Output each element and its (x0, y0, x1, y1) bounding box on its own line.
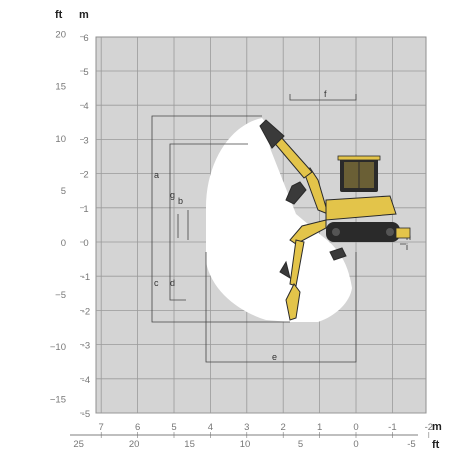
m-left-tick-label: 0 (83, 238, 88, 249)
ft-bottom-ticks: 25 20 15 10 5 0 -5 (73, 439, 415, 450)
digging-envelope (206, 118, 352, 322)
m-bottom-tick-label: 6 (135, 422, 140, 433)
excavator-body (325, 155, 411, 242)
m-left-tick-label: 2 (83, 170, 88, 181)
excavator-arm-lower (279, 219, 347, 321)
m-bottom-ticks: 7 6 5 4 3 2 1 0 -1 -2 (99, 422, 433, 438)
ft-left-tick-label: −10 (50, 342, 66, 353)
m-left-tick-label: 4 (83, 101, 88, 112)
left-axis-unit-m: m (79, 9, 89, 21)
ft-left-tick-label: 15 (55, 82, 66, 93)
left-axis-unit-ft: ft (55, 9, 63, 21)
m-bottom-tick-label: 5 (171, 422, 176, 433)
dim-label-d: d (170, 278, 175, 288)
dim-label-g: g (170, 190, 175, 200)
m-bottom-tick-label: 1 (317, 422, 322, 433)
m-left-tick-label: 6 (83, 33, 88, 44)
ft-left-tick-label: 5 (61, 186, 66, 197)
ft-left-tick-label: 20 (55, 30, 66, 41)
m-left-tick-label: 5 (83, 67, 88, 78)
dimension-lines (151, 94, 406, 363)
ft-bottom-tick-label: 15 (184, 439, 195, 450)
dim-label-a: a (154, 170, 159, 180)
m-left-tick-label: -1 (82, 272, 90, 283)
ft-left-tick-label: −5 (55, 290, 66, 301)
m-left-tick-label: -4 (82, 375, 90, 386)
ft-bottom-tick-label: -5 (407, 439, 415, 450)
m-bottom-tick-label: -1 (388, 422, 396, 433)
m-bottom-tick-label: 0 (353, 422, 358, 433)
dim-label-b: b (178, 196, 183, 206)
m-bottom-tick-label: -2 (425, 422, 433, 433)
excavator-arm-upper (259, 119, 329, 215)
m-bottom-tick-label: 3 (244, 422, 249, 433)
m-bottom-tick-label: 2 (281, 422, 286, 433)
m-left-tick-label: 3 (83, 135, 88, 146)
m-bottom-tick-label: 4 (208, 422, 213, 433)
ft-left-tick-label: 10 (55, 134, 66, 145)
m-left-ticks: 6 5 4 3 2 1 0 -1 -2 -3 -4 -5 (80, 33, 90, 420)
ft-bottom-tick-label: 10 (240, 439, 251, 450)
ft-left-tick-label: 0 (61, 238, 66, 249)
m-bottom-tick-label: 7 (99, 422, 104, 433)
m-left-tick-label: -3 (82, 341, 90, 352)
m-left-tick-label: -2 (82, 306, 90, 317)
dim-label-c: c (154, 278, 159, 288)
dim-label-e: e (272, 352, 277, 362)
ft-bottom-tick-label: 25 (73, 439, 84, 450)
ft-left-ticks: 20 15 10 5 0 −5 −10 −15 (50, 30, 66, 406)
dim-label-i: i (406, 242, 408, 252)
ft-bottom-tick-label: 5 (298, 439, 303, 450)
m-left-tick-label: -5 (82, 409, 90, 420)
m-left-tick-label: 1 (83, 204, 88, 215)
ft-bottom-tick-label: 20 (129, 439, 140, 450)
bottom-axis-unit-m: m (432, 421, 442, 433)
dim-label-f: f (324, 89, 327, 99)
ft-left-tick-label: −15 (50, 394, 66, 405)
bottom-axis-unit-ft: ft (432, 439, 440, 451)
ft-bottom-tick-label: 0 (353, 439, 358, 450)
